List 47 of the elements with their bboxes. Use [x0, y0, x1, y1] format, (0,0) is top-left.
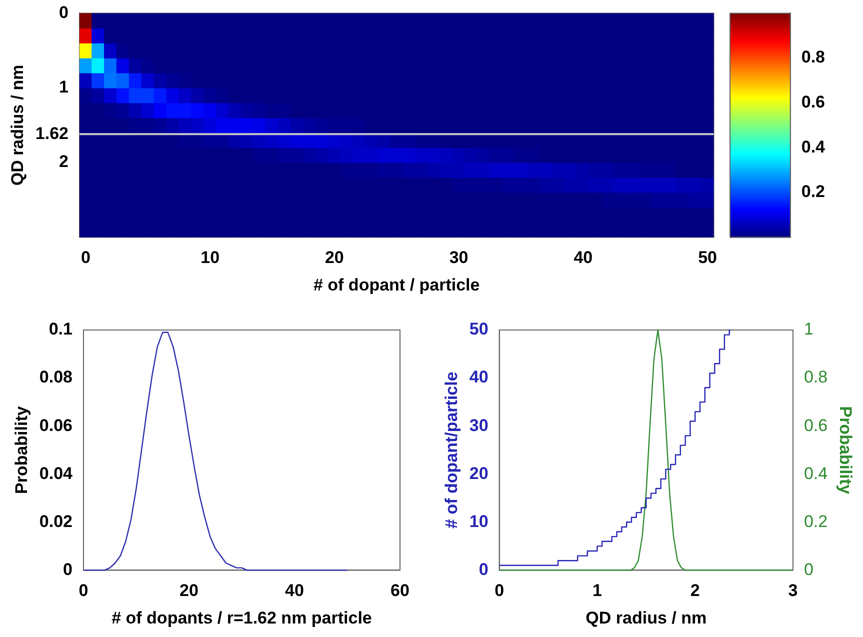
- color-bar-label: 0.2: [801, 182, 826, 202]
- y-tick-label: 50: [469, 320, 488, 339]
- x-tick-label: 2: [690, 581, 700, 600]
- y-tick-label: 0.08: [39, 368, 72, 387]
- y2-tick-label: 1: [804, 320, 814, 339]
- x-tick-label: 10: [200, 248, 220, 268]
- y-tick-label: 0: [59, 2, 68, 22]
- y-tick-label: 0: [478, 560, 488, 579]
- x-tick-label: 3: [788, 581, 798, 600]
- y-tick-label: 0.04: [39, 464, 74, 483]
- color-bar-label: 0.6: [801, 92, 826, 112]
- x-axis-title: # of dopants / r=1.62 nm particle: [112, 608, 372, 628]
- y-axis-title: QD radius / nm: [8, 64, 27, 186]
- y-tick-label: 0: [63, 560, 72, 579]
- y2-tick-label: 0: [804, 560, 814, 579]
- x-tick-label: 20: [180, 581, 198, 600]
- y2-tick-label: 0.4: [804, 464, 828, 483]
- x-tick-label: 0: [78, 581, 88, 600]
- y-tick-label: 10: [469, 512, 488, 531]
- x-tick-label: 50: [698, 248, 717, 268]
- y-tick-label: 20: [469, 464, 488, 483]
- color-bar-label: 0.4: [801, 137, 826, 156]
- x-tick-label: 30: [449, 248, 468, 268]
- x-tick-label: 40: [574, 248, 593, 268]
- y2-axis-title: Probability: [836, 406, 856, 495]
- x-tick-label: 60: [390, 581, 410, 600]
- x-axis-title: QD radius / nm: [586, 608, 707, 628]
- color-bar-label: 0.8: [801, 48, 826, 67]
- y2-tick-label: 0.2: [804, 512, 828, 531]
- y-tick-label: 40: [469, 368, 488, 387]
- y-tick-label: 1: [59, 78, 68, 97]
- y-tick-label: 0.1: [48, 320, 72, 339]
- x-tick-label: 1: [592, 581, 602, 600]
- y-axis-title: # of dopant/particle: [442, 372, 461, 528]
- y2-tick-label: 0.8: [804, 368, 828, 387]
- x-tick-label: 0: [80, 248, 90, 268]
- x-tick-label: 20: [324, 248, 344, 268]
- y-tick-label: 0.06: [39, 416, 72, 435]
- y-tick-label: 0.02: [39, 512, 72, 531]
- y-tick-label: 30: [469, 416, 488, 435]
- y2-tick-label: 0.6: [804, 416, 828, 435]
- x-axis-title: # of dopant / particle: [313, 275, 480, 294]
- y-tick-label: 1.62: [35, 124, 68, 143]
- x-tick-label: 0: [494, 581, 504, 600]
- y-axis-title: Probability: [12, 406, 31, 494]
- y-tick-label: 2: [59, 152, 68, 172]
- x-tick-label: 40: [285, 581, 304, 600]
